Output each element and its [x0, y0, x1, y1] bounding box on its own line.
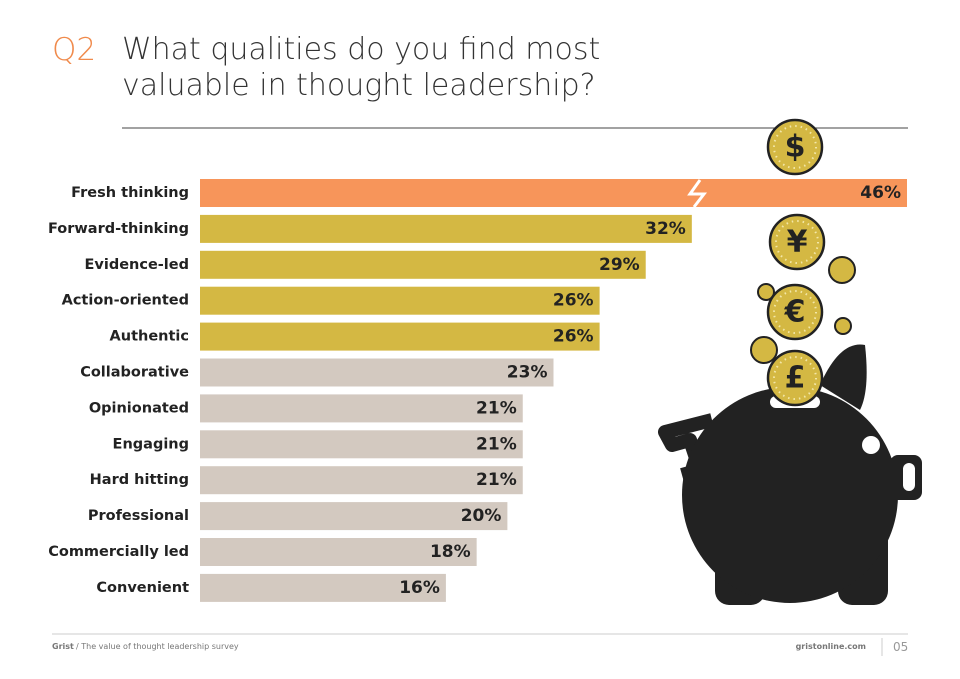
coin — [766, 283, 824, 341]
coin-symbol: ¥ — [787, 225, 808, 260]
value-label: 21% — [476, 434, 517, 454]
coins — [750, 256, 856, 364]
bar — [200, 358, 554, 387]
bar — [200, 502, 508, 531]
page-title: What qualities do you find most valuable… — [122, 32, 601, 103]
category-label: Forward-thinking — [48, 221, 189, 237]
bar — [200, 394, 523, 423]
value-label: 46% — [860, 183, 901, 203]
footer-subtitle: / The value of thought leadership survey — [76, 642, 239, 651]
bar — [200, 322, 600, 351]
coin — [766, 349, 824, 407]
category-label: Collaborative — [80, 365, 189, 381]
category-label: Hard hitting — [90, 472, 189, 488]
footer-brand: Grist — [52, 642, 74, 651]
category-label: Opinionated — [89, 400, 189, 416]
value-label: 21% — [476, 470, 517, 490]
coin — [766, 118, 824, 176]
bar — [200, 250, 646, 279]
bar — [200, 179, 907, 207]
value-label: 26% — [553, 291, 594, 311]
value-label: 32% — [645, 219, 686, 239]
category-label: Fresh thinking — [71, 185, 189, 201]
question-number: Q2 — [52, 32, 97, 68]
category-label: Action-oriented — [62, 293, 189, 309]
value-label: 18% — [430, 542, 471, 562]
value-label: 20% — [461, 506, 502, 526]
bar-break — [687, 179, 708, 208]
coin-symbol: $ — [785, 130, 806, 165]
value-label: 16% — [399, 578, 440, 598]
footer-website: gristonline.com — [796, 642, 866, 651]
bar — [200, 573, 446, 602]
coin — [768, 213, 826, 271]
coin-symbol: € — [784, 295, 806, 330]
category-label: Convenient — [96, 580, 189, 596]
value-label: 29% — [599, 255, 640, 275]
category-label: Commercially led — [48, 544, 189, 560]
category-label: Professional — [88, 508, 189, 524]
category-label: Authentic — [110, 329, 189, 345]
page-number: 05 — [893, 640, 908, 654]
coin-rim — [773, 290, 817, 334]
coin-symbol: £ — [785, 361, 806, 396]
coin-rim — [775, 220, 819, 264]
bar — [200, 214, 692, 243]
value-label: 23% — [507, 363, 548, 383]
bar — [200, 466, 523, 495]
bar — [200, 286, 600, 315]
bar — [200, 430, 523, 459]
bar — [200, 538, 477, 566]
category-label: Engaging — [113, 436, 189, 452]
coin-rim — [773, 356, 817, 400]
value-label: 26% — [553, 327, 594, 347]
category-label: Evidence-led — [85, 257, 190, 273]
coin-rim — [773, 125, 817, 169]
value-label: 21% — [476, 398, 517, 418]
